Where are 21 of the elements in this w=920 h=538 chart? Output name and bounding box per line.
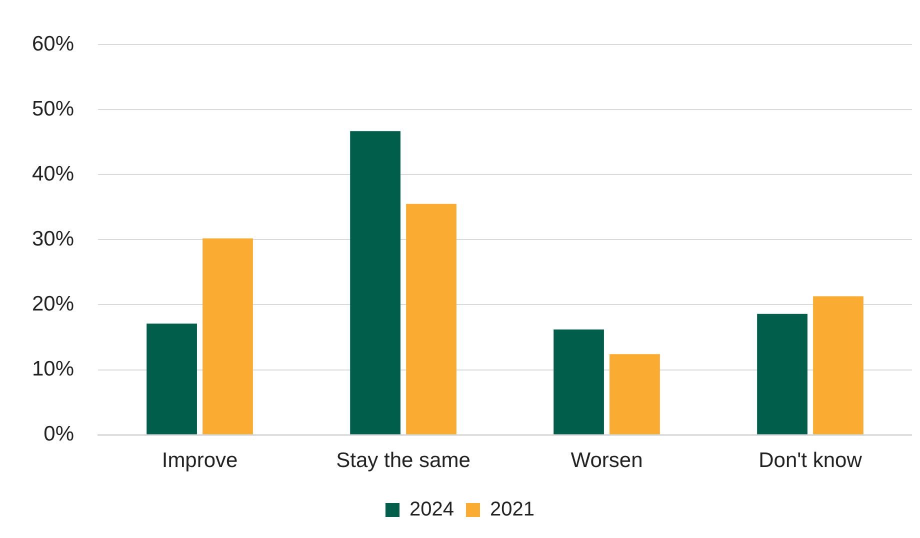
y-tick-label: 20% — [32, 292, 74, 316]
bar — [350, 131, 400, 434]
y-tick-label: 0% — [44, 422, 74, 446]
bar — [146, 324, 197, 434]
legend-label: 2021 — [490, 498, 534, 521]
bar — [757, 314, 808, 434]
bar — [554, 329, 604, 434]
legend-label: 2024 — [410, 498, 454, 521]
bar — [610, 354, 660, 434]
bar — [813, 296, 864, 434]
x-tick-label: Improve — [162, 449, 238, 472]
y-tick-label: 50% — [32, 97, 74, 120]
y-tick-label: 40% — [32, 162, 74, 186]
bar — [202, 238, 253, 434]
y-tick-label: 60% — [32, 32, 74, 56]
x-tick-label: Don't know — [758, 449, 863, 472]
x-tick-label: Worsen — [570, 449, 643, 472]
y-tick-label: 10% — [32, 358, 74, 381]
x-tick-label: Stay the same — [336, 449, 470, 472]
bar — [406, 204, 456, 434]
y-tick-label: 30% — [32, 227, 74, 250]
